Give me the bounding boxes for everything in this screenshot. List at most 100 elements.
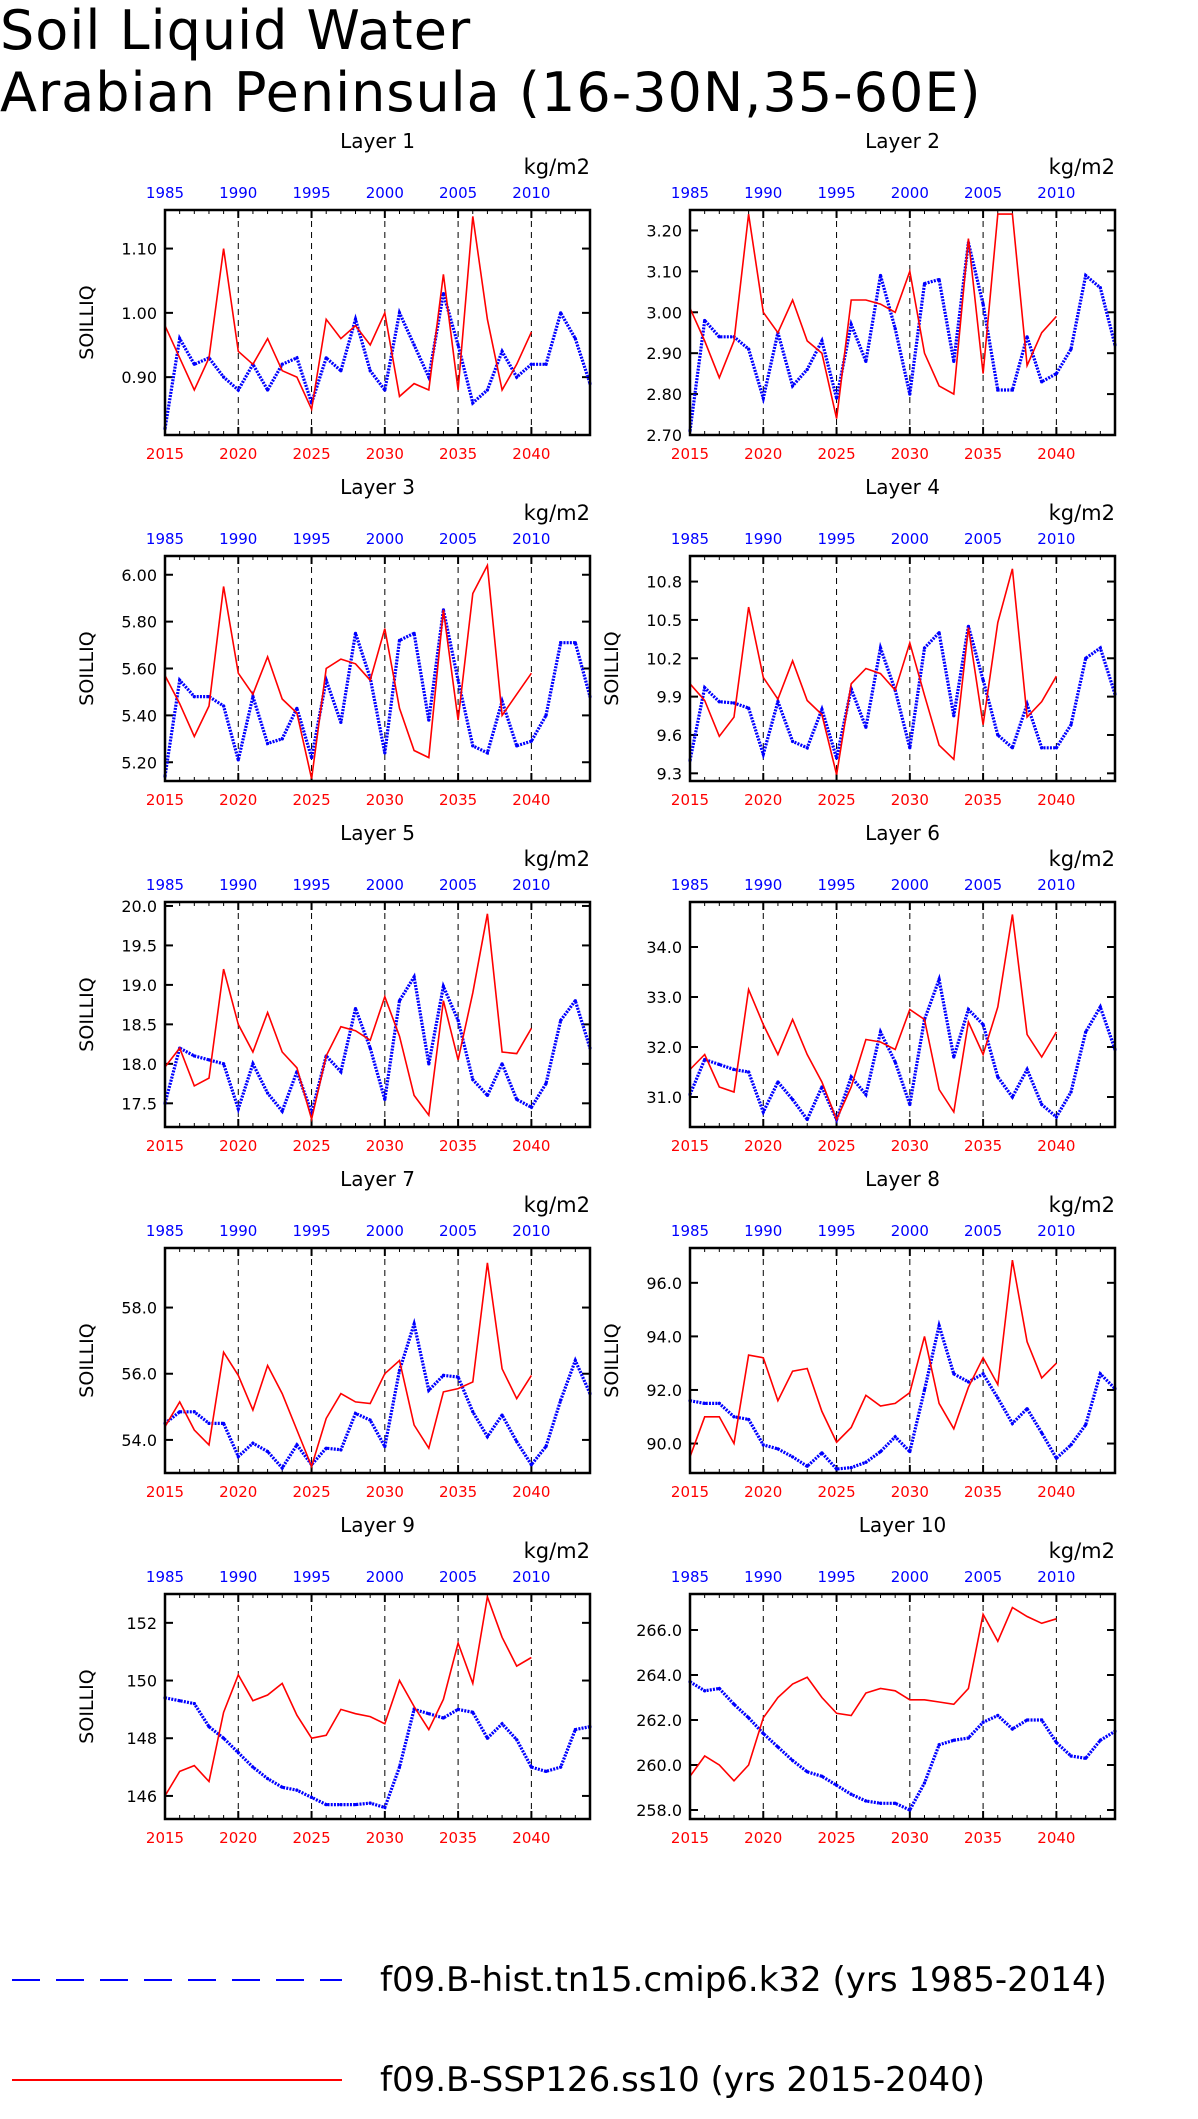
data-point-hist (251, 1765, 255, 1769)
plot-frame (688, 208, 1117, 437)
x-tick-label-bottom: 2030 (891, 1137, 929, 1155)
data-point-hist (397, 1368, 402, 1373)
data-point-hist (820, 1451, 824, 1455)
data-point-hist (966, 1007, 971, 1012)
data-point-hist (849, 1792, 853, 1796)
x-tick-label-bottom: 2030 (891, 1829, 929, 1847)
data-point-hist (1054, 1740, 1058, 1745)
title-line-1: Soil Liquid Water (0, 0, 472, 62)
x-tick-label-bottom: 2015 (671, 791, 709, 809)
data-point-hist (952, 714, 956, 718)
data-point-hist (383, 388, 387, 392)
data-point-hist (761, 1110, 765, 1114)
x-tick-label-bottom: 2025 (292, 1829, 330, 1847)
data-point-hist (236, 1751, 240, 1755)
data-point-hist (1010, 1095, 1015, 1099)
data-point-hist (353, 1411, 358, 1416)
data-point-hist (1098, 1738, 1102, 1742)
x-tick-label-bottom: 2025 (817, 1829, 855, 1847)
x-tick-label-top: 1990 (744, 184, 782, 202)
data-point-hist (339, 1070, 343, 1074)
y-tick-label: 152 (126, 1614, 157, 1633)
data-point-hist (441, 1716, 446, 1720)
data-point-hist (1040, 1431, 1044, 1435)
panel-title: Layer 9 (340, 1513, 415, 1537)
units-label: kg/m2 (524, 847, 590, 871)
plot-frame (163, 900, 592, 1129)
y-tick-label: 264.0 (636, 1666, 682, 1685)
x-tick-label-bottom: 2025 (292, 1483, 330, 1501)
plot-frame (688, 1246, 1117, 1475)
units-label: kg/m2 (524, 1539, 590, 1563)
data-point-hist (485, 751, 490, 755)
data-point-hist (908, 746, 912, 750)
data-point-hist (295, 1788, 299, 1792)
x-tick-label-top: 2010 (1037, 876, 1075, 894)
x-tick-label-bottom: 2025 (292, 791, 330, 809)
y-tick-label: 19.5 (121, 936, 157, 955)
series-line-ssp (164, 562, 533, 779)
data-point-hist (776, 1447, 780, 1451)
x-tick-label-bottom: 2015 (671, 445, 709, 463)
data-point-hist (309, 1795, 314, 1799)
x-tick-label-bottom: 2020 (219, 1137, 257, 1155)
x-tick-label-bottom: 2015 (146, 791, 184, 809)
data-point-hist (864, 1092, 868, 1097)
data-point-hist (383, 1805, 387, 1810)
data-point-hist (353, 317, 358, 321)
data-point-hist (324, 1446, 328, 1450)
data-point-hist (908, 1808, 912, 1812)
data-point-hist (515, 375, 519, 379)
data-point-hist (893, 1801, 897, 1805)
y-tick-label: 0.90 (121, 368, 157, 387)
data-point-hist (544, 362, 548, 366)
series-line-ssp (689, 914, 1058, 1122)
x-tick-label-bottom: 2020 (744, 1483, 782, 1501)
y-tick-label: 31.0 (646, 1088, 682, 1107)
data-point-hist (747, 706, 751, 710)
data-point-hist (952, 359, 956, 363)
chart-panel-7: Layer 7 kg/m2 2015 2020 2025 2030 2035 2040 1985… (76, 1167, 592, 1501)
data-point-hist (1040, 746, 1044, 750)
y-axis-label: SOILLIQ (76, 285, 98, 359)
x-tick-label-top: 2005 (964, 530, 1002, 548)
units-label: kg/m2 (524, 501, 590, 525)
x-tick-label-top: 1985 (671, 876, 709, 894)
units-label: kg/m2 (1049, 155, 1115, 179)
data-point-hist (192, 1410, 196, 1414)
y-tick-label: 94.0 (646, 1327, 682, 1346)
chart-panel-9: Layer 9 kg/m2 2015 2020 2025 2030 2035 2040 1985… (76, 1513, 592, 1847)
x-tick-label-bottom: 2015 (671, 1137, 709, 1155)
data-point-hist (893, 1060, 897, 1064)
x-tick-label-bottom: 2040 (512, 1137, 550, 1155)
data-point-hist (265, 1449, 270, 1454)
data-point-hist (339, 1802, 343, 1807)
data-point-hist (864, 725, 868, 729)
data-point-hist (1054, 746, 1058, 750)
data-point-hist (427, 718, 431, 722)
data-point-hist (790, 384, 795, 388)
data-point-hist (207, 1421, 211, 1425)
x-tick-label-bottom: 2025 (817, 445, 855, 463)
units-label: kg/m2 (1049, 1539, 1115, 1563)
data-point-hist (1098, 1372, 1102, 1376)
data-point-hist (178, 678, 182, 682)
data-point-hist (383, 1444, 387, 1449)
y-tick-label: 10.8 (646, 573, 682, 592)
data-point-hist (922, 646, 927, 650)
y-tick-label: 10.5 (646, 611, 682, 630)
data-point-hist (324, 356, 328, 360)
x-tick-label-bottom: 2040 (1037, 445, 1075, 463)
data-point-hist (761, 396, 765, 400)
data-point-hist (412, 343, 416, 347)
series-line-ssp (164, 216, 533, 413)
data-point-hist (732, 701, 736, 705)
data-point-hist (1084, 273, 1088, 278)
data-point-hist (339, 720, 343, 725)
y-tick-label: 92.0 (646, 1381, 682, 1400)
data-point-hist (805, 367, 809, 372)
data-point-hist (559, 1765, 563, 1769)
data-point-hist (368, 1046, 372, 1050)
data-point-hist (1084, 1030, 1088, 1034)
plot-frame (163, 554, 592, 783)
